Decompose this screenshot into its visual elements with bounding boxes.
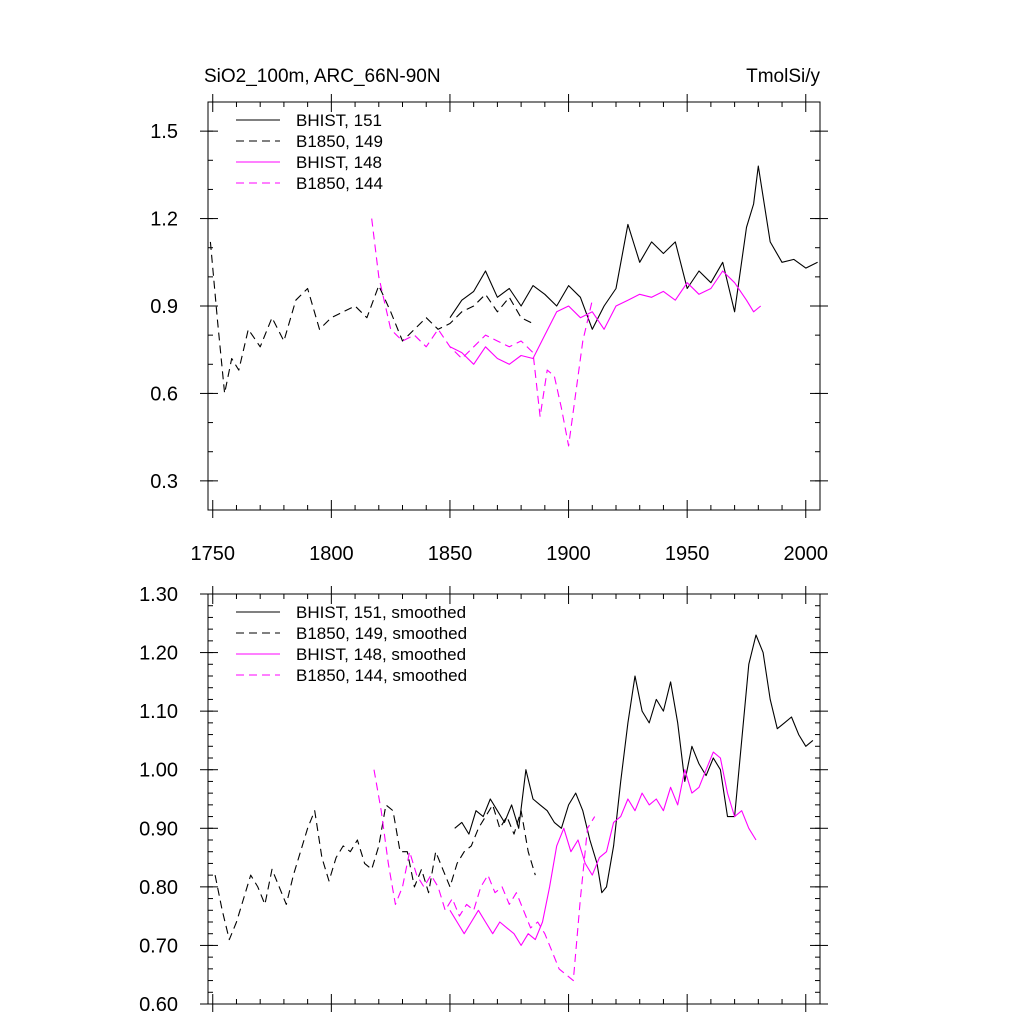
y-tick-label: 1.5 [150, 121, 178, 143]
y-tick-label: 1.20 [139, 643, 178, 665]
legend-label: B1850, 149 [296, 132, 383, 151]
y-tick-label: 0.60 [139, 994, 178, 1016]
y-tick-label: 1.2 [150, 209, 178, 231]
series-line-1 [454, 634, 814, 894]
series-line-3 [449, 751, 757, 946]
x-tick-label: 1850 [428, 543, 473, 565]
bottom-panel: 0.60 0.70 0.80 0.90 1.00 1.10 1.20 1.30 BHIST, … [139, 584, 828, 1016]
top-axis-ticks: 1750 1800 1850 1900 1950 2000 0.3 0.6 0.9 1.2 1.5 [150, 94, 828, 565]
x-tick-label: 1750 [190, 543, 235, 565]
series-line-1 [449, 165, 818, 330]
legend-label: BHIST, 151 [296, 111, 382, 130]
x-tick-label: 1900 [546, 543, 591, 565]
series-line-2 [209, 241, 534, 394]
x-tick-label: 2000 [784, 543, 829, 565]
y-tick-label: 0.3 [150, 471, 178, 493]
y-tick-label: 0.90 [139, 818, 178, 840]
chart-title-left: SiO2_100m, ARC_66N-90N [204, 66, 441, 87]
series-line-4 [371, 218, 593, 447]
x-tick-label: 1950 [665, 543, 710, 565]
series-line-4 [373, 769, 596, 982]
y-tick-label: 0.80 [139, 877, 178, 899]
bottom-legend: BHIST, 151, smoothed B1850, 149, smoothed… [236, 603, 467, 685]
y-tick-label: 0.9 [150, 296, 178, 318]
legend-label: BHIST, 148, smoothed [296, 645, 466, 664]
y-tick-label: 0.70 [139, 935, 178, 957]
legend-label: B1850, 149, smoothed [296, 624, 467, 643]
y-tick-label: 1.10 [139, 701, 178, 723]
legend-label: BHIST, 151, smoothed [296, 603, 466, 622]
chart-title-right: TmolSi/y [746, 66, 820, 87]
top-series-group [209, 165, 818, 447]
bottom-series-group [214, 634, 814, 982]
y-tick-label: 0.6 [150, 383, 178, 405]
bottom-plot-frame [207, 593, 821, 1005]
series-line-3 [449, 270, 762, 365]
top-panel: SiO2_100m, ARC_66N-90N TmolSi/y 1750 1800… [150, 66, 828, 565]
y-tick-label: 1.30 [139, 584, 178, 606]
top-plot-frame [207, 101, 821, 511]
top-legend: BHIST, 151 B1850, 149 BHIST, 148 B1850, 144 [236, 111, 383, 193]
legend-label: B1850, 144 [296, 174, 383, 193]
legend-label: B1850, 144, smoothed [296, 666, 467, 685]
legend-label: BHIST, 148 [296, 153, 382, 172]
series-line-2 [214, 804, 536, 941]
y-tick-label: 1.00 [139, 760, 178, 782]
x-tick-label: 1800 [309, 543, 354, 565]
